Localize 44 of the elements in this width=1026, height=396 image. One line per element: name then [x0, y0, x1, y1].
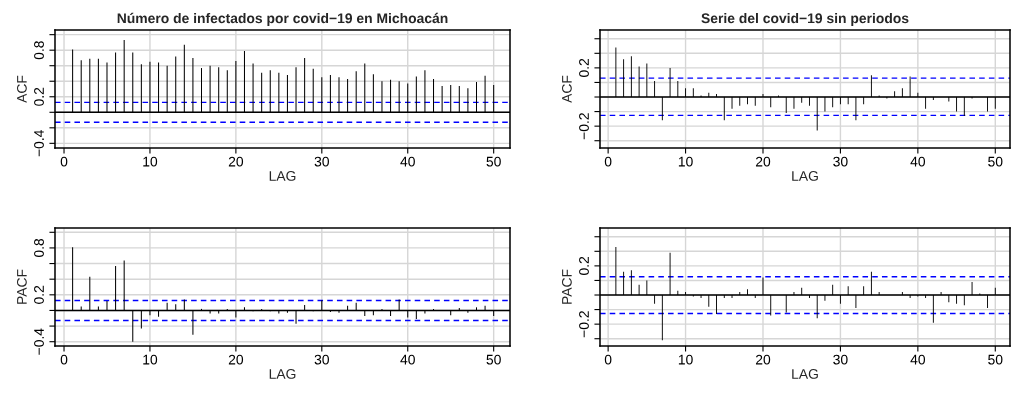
x-tick-label: 20: [228, 156, 244, 167]
y-axis-title: PACF: [16, 269, 27, 304]
x-tick-label: 30: [314, 156, 329, 167]
x-tick-label: 40: [400, 156, 415, 167]
x-tick-label: 40: [910, 156, 926, 167]
y-tick-label: 0.2: [34, 87, 44, 106]
y-axis-title: ACF: [561, 75, 572, 103]
x-tick-label: 20: [755, 156, 771, 167]
x-axis-title: LAG: [792, 369, 818, 379]
x-tick-label: 50: [988, 156, 1003, 167]
x-tick-label: 20: [755, 354, 771, 365]
x-tick-label: 10: [143, 156, 158, 167]
x-tick-label: 50: [486, 354, 501, 365]
y-tick-label: −0.2: [579, 311, 589, 338]
x-axis-title: LAG: [792, 171, 818, 181]
x-tick-label: 30: [314, 354, 329, 365]
x-tick-label: 10: [678, 156, 693, 167]
y-tick-label: 0.8: [34, 238, 44, 258]
y-axis-title: PACF: [561, 269, 572, 304]
y-tick-label: −0.4: [34, 328, 44, 355]
x-tick-label: 50: [486, 156, 501, 167]
x-tick-label: 0: [604, 354, 612, 365]
y-tick-label: 0.2: [34, 285, 44, 304]
x-tick-label: 50: [988, 354, 1003, 365]
chart-title: Número de infectados por covid−19 en Michoacán: [117, 12, 448, 26]
x-tick-label: 0: [604, 156, 612, 167]
x-tick-label: 0: [60, 354, 68, 365]
x-tick-label: 40: [400, 354, 415, 365]
x-tick-label: 0: [60, 156, 68, 167]
y-tick-label: −0.2: [579, 113, 589, 140]
y-tick-label: 0.2: [579, 256, 589, 275]
x-axis-title: LAG: [269, 369, 296, 379]
x-tick-label: 10: [143, 354, 158, 365]
y-tick-label: 0.2: [579, 58, 589, 77]
y-tick-label: −0.4: [34, 130, 44, 157]
x-tick-label: 20: [228, 354, 244, 365]
chart-title: Serie del covid−19 sin periodos: [701, 12, 909, 26]
x-axis-title: LAG: [269, 171, 296, 181]
y-axis-title: ACF: [16, 75, 27, 103]
x-tick-label: 10: [678, 354, 693, 365]
x-tick-label: 30: [833, 354, 848, 365]
x-tick-label: 30: [833, 156, 848, 167]
y-tick-label: 0.8: [34, 41, 44, 60]
x-tick-label: 40: [910, 354, 926, 365]
